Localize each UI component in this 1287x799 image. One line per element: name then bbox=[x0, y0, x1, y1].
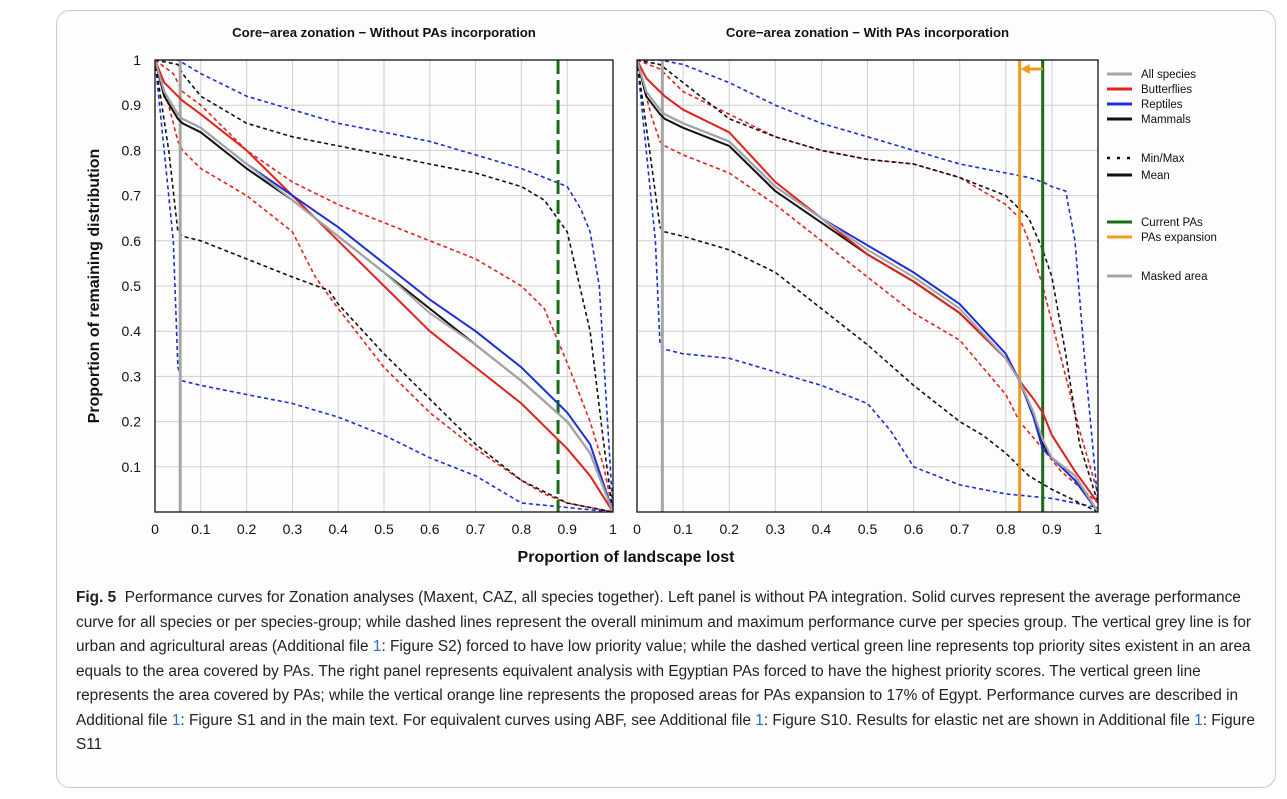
mammals-min-curve bbox=[637, 60, 1098, 512]
x-tick-label: 0.6 bbox=[420, 521, 440, 537]
caption-text-1: Performance curves for Zonation analyses… bbox=[76, 589, 1252, 655]
butterflies-max-curve bbox=[155, 60, 613, 512]
legend-label: Min/Max bbox=[1141, 153, 1185, 165]
y-axis-title: Proportion of remaining distribution bbox=[86, 149, 103, 424]
y-tick-label: 0.7 bbox=[122, 188, 142, 204]
x-tick-label: 0.2 bbox=[719, 521, 739, 537]
y-tick-label: 0.2 bbox=[122, 414, 142, 430]
x-axis-title: Proportion of landscape lost bbox=[518, 549, 736, 566]
x-tick-label: 1 bbox=[609, 521, 617, 537]
x-tick-label: 0.7 bbox=[950, 521, 970, 537]
panel-title: Core−area zonation − With PAs incorporat… bbox=[726, 25, 1009, 40]
butterflies-mean-curve bbox=[155, 60, 613, 512]
x-tick-label: 0.5 bbox=[858, 521, 878, 537]
chart-legend: All species Butterflies Reptiles Mammals Min… bbox=[1107, 69, 1217, 283]
additional-file-link[interactable]: 1 bbox=[372, 638, 382, 655]
x-tick-label: 0.9 bbox=[557, 521, 577, 537]
expansion-arrow-head bbox=[1020, 64, 1030, 75]
x-tick-label: 0.2 bbox=[237, 521, 257, 537]
performance-curves-chart: Core−area zonation − Without PAs incorpo… bbox=[86, 25, 1217, 566]
plot-frame bbox=[636, 59, 1099, 513]
figure-caption: Fig. 5 Performance curves for Zonation a… bbox=[76, 586, 1266, 758]
caption-label: Fig. 5 bbox=[76, 589, 117, 606]
caption-text-5: : Figure S11 bbox=[76, 711, 1255, 754]
mammals-max-curve bbox=[637, 60, 1098, 504]
caption-text-4: : Figure S10. Results for elastic net ar… bbox=[763, 711, 1195, 729]
x-tick-label: 0.1 bbox=[673, 521, 693, 537]
legend-label: Mammals bbox=[1141, 114, 1191, 126]
x-tick-label: 0 bbox=[151, 521, 159, 537]
mammals-max-curve bbox=[155, 60, 613, 512]
y-tick-label: 0.5 bbox=[122, 278, 142, 294]
additional-file-link[interactable]: 1 bbox=[1194, 711, 1203, 729]
legend-label: Reptiles bbox=[1141, 99, 1183, 111]
plot-area bbox=[155, 60, 613, 512]
x-tick-label: 1 bbox=[1094, 521, 1102, 537]
caption-text-3: : Figure S1 and in the main text. For eq… bbox=[180, 711, 756, 729]
y-tick-label: 0.6 bbox=[122, 233, 142, 249]
legend-label: PAs expansion bbox=[1141, 232, 1217, 244]
reptiles-max-curve bbox=[637, 60, 1098, 504]
x-tick-label: 0.3 bbox=[283, 521, 303, 537]
additional-file-link[interactable]: 1 bbox=[171, 711, 181, 729]
y-tick-label: 0.1 bbox=[122, 459, 142, 475]
y-tick-label: 0.9 bbox=[122, 97, 142, 113]
y-tick-label: 0.8 bbox=[122, 142, 142, 158]
all-species-mean-curve bbox=[637, 60, 1098, 512]
x-tick-label: 0.8 bbox=[512, 521, 532, 537]
plot-area bbox=[637, 60, 1098, 512]
x-tick-label: 0.3 bbox=[766, 521, 786, 537]
legend-label: All species bbox=[1141, 69, 1196, 81]
x-tick-label: 0.8 bbox=[996, 521, 1016, 537]
x-tick-label: 0.6 bbox=[904, 521, 924, 537]
additional-file-link[interactable]: 1 bbox=[755, 711, 764, 729]
caption-text-2: : Figure S2) forced to have low priority… bbox=[76, 638, 1251, 729]
reptiles-max-curve bbox=[155, 60, 613, 512]
panel-title: Core−area zonation − Without PAs incorpo… bbox=[232, 25, 536, 40]
legend-label: Butterflies bbox=[1141, 84, 1192, 96]
legend-label: Mean bbox=[1141, 170, 1170, 182]
all-species-mean-curve bbox=[155, 60, 613, 512]
x-tick-label: 0.9 bbox=[1042, 521, 1062, 537]
x-tick-label: 0.7 bbox=[466, 521, 486, 537]
x-tick-label: 0.4 bbox=[328, 521, 348, 537]
chart-panel-2: Core−area zonation − With PAs incorporat… bbox=[633, 25, 1102, 537]
x-tick-label: 0.1 bbox=[191, 521, 211, 537]
plot-frame bbox=[154, 59, 614, 513]
y-tick-label: 0.4 bbox=[122, 323, 142, 339]
butterflies-min-curve bbox=[155, 60, 613, 512]
x-tick-label: 0 bbox=[633, 521, 641, 537]
x-tick-label: 0.5 bbox=[374, 521, 394, 537]
chart-panel-1: Core−area zonation − Without PAs incorpo… bbox=[122, 25, 618, 537]
y-tick-label: 1 bbox=[133, 52, 141, 68]
butterflies-mean-curve bbox=[637, 60, 1098, 504]
x-tick-label: 0.4 bbox=[812, 521, 832, 537]
legend-label: Masked area bbox=[1141, 271, 1208, 283]
y-tick-label: 0.3 bbox=[122, 368, 142, 384]
legend-label: Current PAs bbox=[1141, 217, 1203, 229]
